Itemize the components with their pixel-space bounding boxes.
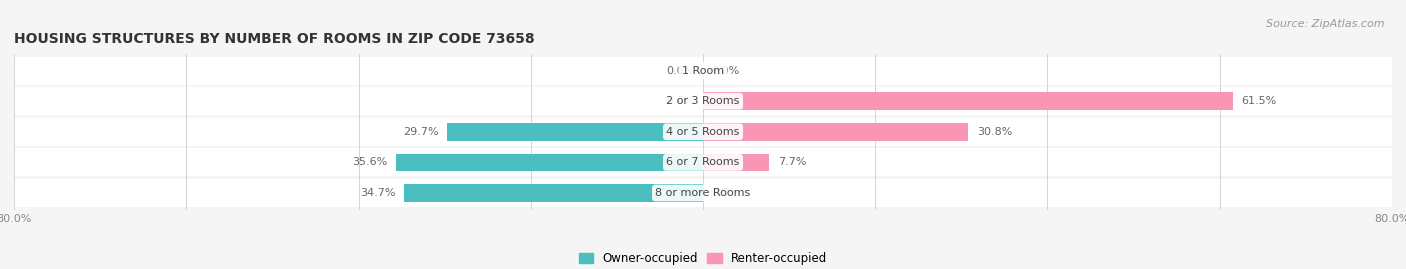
Text: 35.6%: 35.6%	[353, 157, 388, 167]
Bar	[396, 154, 703, 171]
Bar	[14, 56, 1392, 85]
Bar	[703, 92, 1233, 110]
Bar	[14, 179, 1392, 207]
Bar	[703, 123, 969, 141]
Text: Source: ZipAtlas.com: Source: ZipAtlas.com	[1267, 19, 1385, 29]
Text: 29.7%: 29.7%	[404, 127, 439, 137]
Text: 7.7%: 7.7%	[778, 157, 807, 167]
Text: HOUSING STRUCTURES BY NUMBER OF ROOMS IN ZIP CODE 73658: HOUSING STRUCTURES BY NUMBER OF ROOMS IN…	[14, 32, 534, 46]
Bar	[404, 184, 703, 202]
Text: 0.0%: 0.0%	[666, 66, 695, 76]
Text: 34.7%: 34.7%	[360, 188, 395, 198]
Bar	[14, 87, 1392, 115]
Text: 1 Room: 1 Room	[682, 66, 724, 76]
Text: 0.0%: 0.0%	[666, 96, 695, 106]
Legend: Owner-occupied, Renter-occupied: Owner-occupied, Renter-occupied	[574, 247, 832, 269]
Text: 0.0%: 0.0%	[711, 188, 740, 198]
Bar	[14, 148, 1392, 176]
Text: 30.8%: 30.8%	[977, 127, 1012, 137]
Text: 4 or 5 Rooms: 4 or 5 Rooms	[666, 127, 740, 137]
Text: 0.0%: 0.0%	[711, 66, 740, 76]
Text: 61.5%: 61.5%	[1241, 96, 1277, 106]
Text: 6 or 7 Rooms: 6 or 7 Rooms	[666, 157, 740, 167]
Bar	[14, 118, 1392, 146]
Bar	[447, 123, 703, 141]
Bar	[703, 154, 769, 171]
Text: 8 or more Rooms: 8 or more Rooms	[655, 188, 751, 198]
Text: 2 or 3 Rooms: 2 or 3 Rooms	[666, 96, 740, 106]
